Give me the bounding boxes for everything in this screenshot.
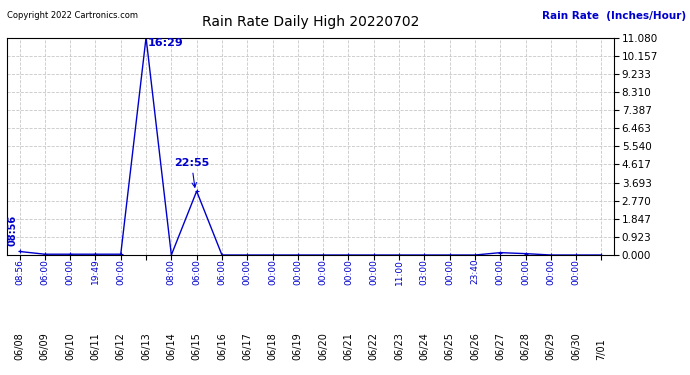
- Text: 06/13: 06/13: [141, 332, 151, 360]
- Text: 00:00: 00:00: [243, 259, 252, 285]
- Text: 11:00: 11:00: [395, 259, 404, 285]
- Text: 06/19: 06/19: [293, 332, 303, 360]
- Text: 03:00: 03:00: [420, 259, 429, 285]
- Text: 06/08: 06/08: [14, 332, 25, 360]
- Text: 00:00: 00:00: [319, 259, 328, 285]
- Text: 00:00: 00:00: [344, 259, 353, 285]
- Text: 08:56: 08:56: [15, 259, 24, 285]
- Text: 06/15: 06/15: [192, 332, 201, 360]
- Text: 00:00: 00:00: [293, 259, 302, 285]
- Text: 06/26: 06/26: [470, 332, 480, 360]
- Text: 08:56: 08:56: [7, 214, 17, 246]
- Text: 06/20: 06/20: [318, 332, 328, 360]
- Text: 06/22: 06/22: [368, 332, 379, 360]
- Text: 06/29: 06/29: [546, 332, 556, 360]
- Text: 00:00: 00:00: [116, 259, 126, 285]
- Text: 06:00: 06:00: [40, 259, 50, 285]
- Text: Rain Rate  (Inches/Hour): Rain Rate (Inches/Hour): [542, 11, 687, 21]
- Text: 16:29: 16:29: [148, 38, 184, 48]
- Text: 06/12: 06/12: [116, 332, 126, 360]
- Text: 00:00: 00:00: [445, 259, 454, 285]
- Text: 00:00: 00:00: [521, 259, 530, 285]
- Text: 06/30: 06/30: [571, 332, 581, 360]
- Text: 00:00: 00:00: [546, 259, 555, 285]
- Text: 06:00: 06:00: [217, 259, 226, 285]
- Text: 06/21: 06/21: [344, 332, 353, 360]
- Text: 06/27: 06/27: [495, 332, 505, 360]
- Text: 06/24: 06/24: [420, 332, 429, 360]
- Text: 08:00: 08:00: [167, 259, 176, 285]
- Text: 00:00: 00:00: [369, 259, 378, 285]
- Text: 06/09: 06/09: [40, 332, 50, 360]
- Text: 06/11: 06/11: [90, 332, 101, 360]
- Text: 00:00: 00:00: [495, 259, 505, 285]
- Text: 23:40: 23:40: [471, 259, 480, 284]
- Text: 06/14: 06/14: [166, 332, 177, 360]
- Text: 00:00: 00:00: [571, 259, 581, 285]
- Text: 22:55: 22:55: [174, 158, 209, 187]
- Text: 06/17: 06/17: [242, 332, 253, 360]
- Text: Copyright 2022 Cartronics.com: Copyright 2022 Cartronics.com: [7, 11, 138, 20]
- Text: 06/16: 06/16: [217, 332, 227, 360]
- Text: 7/01: 7/01: [596, 338, 607, 360]
- Text: 06/18: 06/18: [268, 332, 277, 360]
- Text: 06:00: 06:00: [192, 259, 201, 285]
- Text: 06/10: 06/10: [65, 332, 75, 360]
- Text: 00:00: 00:00: [268, 259, 277, 285]
- Text: 06/23: 06/23: [394, 332, 404, 360]
- Text: 19:49: 19:49: [91, 259, 100, 285]
- Text: Rain Rate Daily High 20220702: Rain Rate Daily High 20220702: [201, 15, 420, 29]
- Text: 00:00: 00:00: [66, 259, 75, 285]
- Text: 06/28: 06/28: [520, 332, 531, 360]
- Text: 06/25: 06/25: [444, 332, 455, 360]
